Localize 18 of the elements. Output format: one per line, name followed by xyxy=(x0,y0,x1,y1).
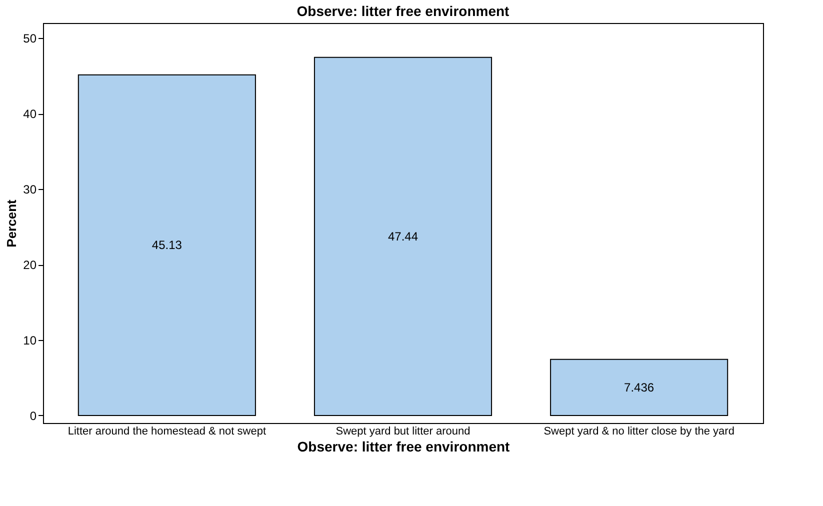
x-tick-label: Swept yard & no litter close by the yard xyxy=(544,426,734,438)
y-tick-label: 0 xyxy=(30,408,37,423)
x-tick-label: Swept yard but litter around xyxy=(336,426,470,438)
y-axis-title: Percent xyxy=(4,198,20,248)
chart-title: Observe: litter free environment xyxy=(296,3,510,19)
data-label: 45.13 xyxy=(152,238,182,252)
bar xyxy=(78,74,256,416)
bar xyxy=(550,358,728,416)
y-tick-label: 10 xyxy=(23,333,37,348)
x-tick-label: Litter around the homestead & not swept xyxy=(68,426,266,438)
data-label: 47.44 xyxy=(388,229,418,244)
x-axis-title: Observe: litter free environment xyxy=(297,438,510,454)
data-label: 7.436 xyxy=(624,380,654,394)
y-tick-label: 50 xyxy=(23,32,37,46)
bar xyxy=(314,56,492,416)
y-tick-label: 20 xyxy=(23,258,37,272)
y-tick-label: 40 xyxy=(23,107,37,122)
y-tick-label: 30 xyxy=(23,182,37,197)
